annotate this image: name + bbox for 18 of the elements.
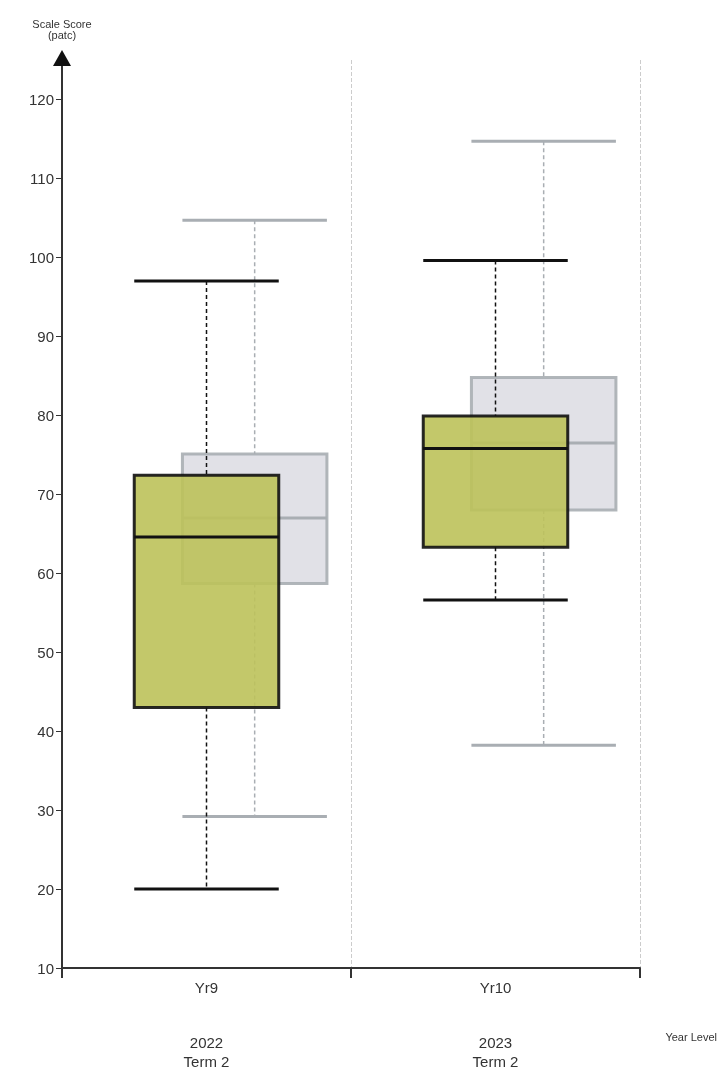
y-tick-label: 120 — [28, 90, 54, 108]
y-tick-label: 20 — [37, 880, 54, 898]
y-tick-label: 110 — [30, 169, 54, 187]
x-tick-label: Yr10 — [479, 979, 512, 996]
x-axis-title: Year Level — [665, 1030, 718, 1043]
y-axis-title: Scale Score (patc) — [32, 17, 92, 41]
y-tick-label: 30 — [37, 801, 54, 819]
y-tick-label: 10 — [37, 959, 54, 977]
y-tick-label: 100 — [28, 248, 54, 266]
x-tick-label: Yr9 — [194, 979, 219, 996]
y-tick-label: 50 — [37, 643, 54, 661]
text: 2023 Term 2 — [472, 1034, 519, 1070]
y-tick-label: 80 — [37, 406, 54, 424]
y-tick-label: 90 — [37, 327, 54, 345]
y-tick-label: 40 — [37, 722, 54, 740]
text: 2022 Term 2 — [183, 1034, 230, 1070]
y-tick-label: 60 — [37, 564, 54, 582]
y-tick-label: 70 — [37, 485, 54, 503]
